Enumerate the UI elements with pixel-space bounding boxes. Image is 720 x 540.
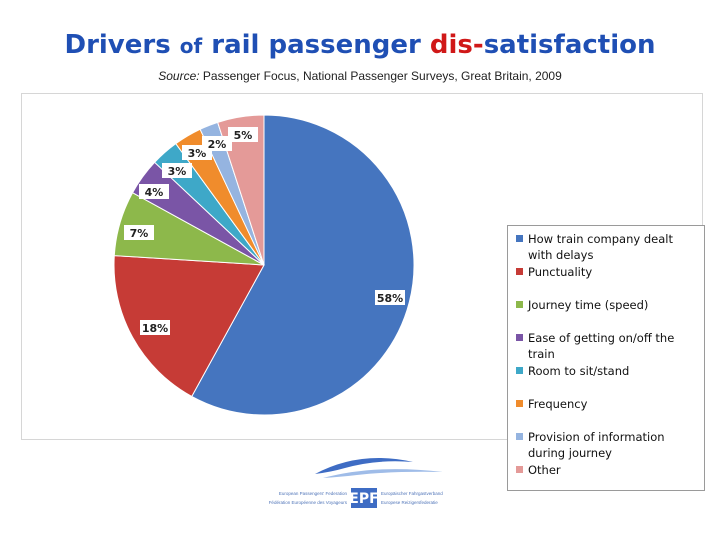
legend-label-7: Provision of information during journey: [528, 430, 665, 460]
legend-label-8: Other: [528, 463, 561, 477]
source-label: Source:: [158, 69, 200, 83]
legend-label-5: Room to sit/stand: [528, 364, 630, 378]
legend-item-1: How train company dealt with delays: [516, 231, 700, 263]
pie-label-2: 18%: [140, 320, 170, 335]
legend-swatch-3: [516, 301, 523, 308]
pie-label-text-7: 2%: [208, 138, 227, 151]
source-line: Source: Passenger Focus, National Passen…: [0, 69, 720, 83]
legend-item-2: Punctuality: [516, 264, 700, 280]
pie-label-3: 7%: [124, 225, 154, 240]
legend-label-3: Journey time (speed): [528, 298, 649, 312]
pie-slice-1: [191, 114, 415, 416]
legend-label-6: Frequency: [528, 397, 588, 411]
logo-swoosh-main: [315, 458, 413, 474]
page-title: Drivers of rail passenger dis-satisfacti…: [0, 30, 720, 60]
title-part-2: of: [179, 34, 203, 58]
logo-box: [351, 488, 377, 508]
pie-label-text-1: 58%: [377, 292, 403, 305]
pie-label-bg-8: [228, 127, 258, 142]
legend-swatch-6: [516, 400, 523, 407]
pie-label-bg-3: [124, 225, 154, 240]
legend-label-2: Punctuality: [528, 265, 593, 279]
pie-label-bg-2: [140, 320, 170, 335]
legend-label-1: How train company dealt with delays: [528, 232, 673, 262]
legend-item-4: Ease of getting on/off the train: [516, 330, 700, 362]
logo-left-line-2: Fédération Européenne des Voyageurs: [269, 500, 348, 505]
legend-label-4: Ease of getting on/off the train: [528, 331, 675, 361]
pie-label-bg-5: [162, 163, 192, 178]
pie-slice-2: [113, 255, 265, 398]
pie-label-5: 3%: [162, 163, 192, 178]
source-text: Passenger Focus, National Passenger Surv…: [202, 69, 562, 83]
pie-label-text-6: 3%: [188, 147, 207, 160]
legend-swatch-4: [516, 334, 523, 341]
legend-item-7: Provision of information during journey: [516, 429, 700, 461]
legend-swatch-7: [516, 433, 523, 440]
logo-right-line-1: Europäischer Fahrgastverband: [381, 491, 443, 496]
pie-label-bg-4: [139, 184, 169, 199]
logo-swoosh-light: [323, 469, 443, 478]
pie-label-7: 2%: [202, 136, 232, 151]
pie-label-bg-7: [202, 136, 232, 151]
pie-label-text-4: 4%: [145, 186, 164, 199]
pie-label-text-5: 3%: [168, 165, 187, 178]
legend-swatch-2: [516, 268, 523, 275]
pie-label-4: 4%: [139, 184, 169, 199]
pie-chart: 58%18%7%4%3%3%2%5%: [113, 114, 415, 416]
legend-item-3: Journey time (speed): [516, 297, 700, 313]
pie-label-8: 5%: [228, 127, 258, 142]
pie-label-text-8: 5%: [234, 129, 253, 142]
title-part-3: rail passenger: [211, 30, 421, 60]
logo-left-line-1: European Passengers' Federation: [279, 491, 348, 496]
pie-label-1: 58%: [375, 290, 405, 305]
legend-swatch-1: [516, 235, 523, 242]
legend-swatch-5: [516, 367, 523, 374]
pie-label-text-3: 7%: [130, 227, 149, 240]
epf-logo: EPF European Passengers' Federation Fédé…: [265, 448, 465, 510]
title-part-5: satisfaction: [483, 30, 656, 60]
pie-label-text-2: 18%: [142, 322, 168, 335]
epf-logo-graphic: EPF European Passengers' Federation Fédé…: [269, 458, 443, 508]
logo-abbr: EPF: [349, 491, 378, 507]
title-part-4: dis-: [429, 30, 484, 60]
legend-item-8: Other: [516, 462, 700, 478]
legend-item-5: Room to sit/stand: [516, 363, 700, 379]
pie-chart-frame: 58% 18% 7% 4% 3% 3% 2% 5% How train company dea…: [21, 93, 705, 491]
legend-swatch-8: [516, 466, 523, 473]
chart-legend: How train company dealt with delays Punct…: [507, 225, 705, 491]
legend-item-6: Frequency: [516, 396, 700, 412]
title-part-1: Drivers: [64, 30, 171, 60]
pie-label-bg-1: [375, 290, 405, 305]
logo-right-line-2: Europese Reizigersfederatie: [381, 500, 438, 505]
pie-slice-8: [217, 114, 265, 266]
